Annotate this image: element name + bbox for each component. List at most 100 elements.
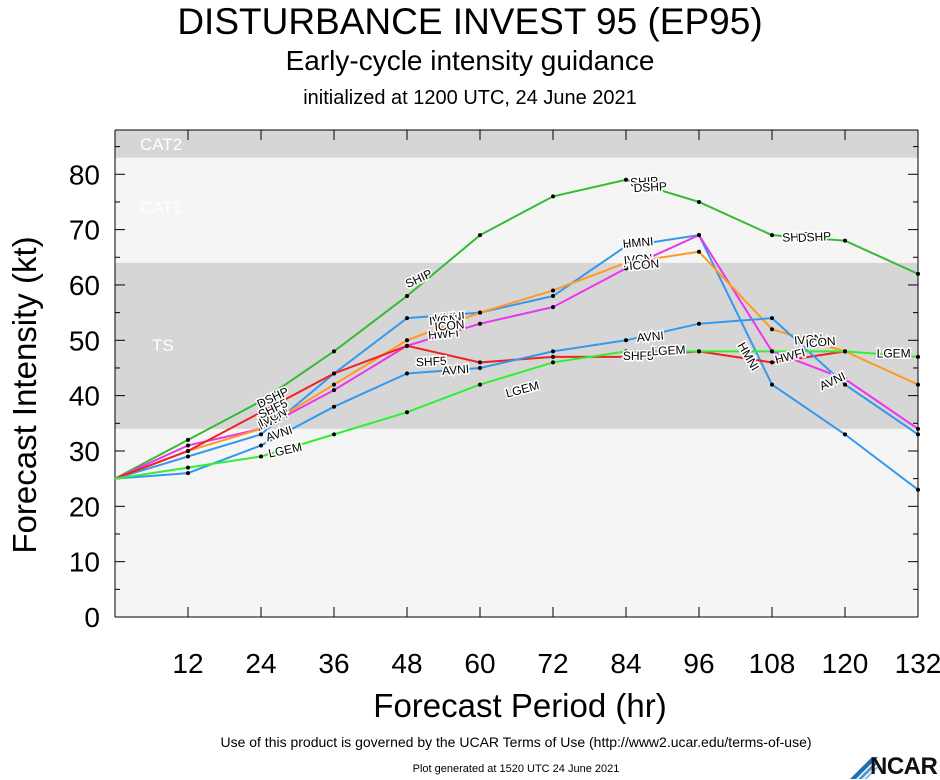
data-point-hwfi bbox=[843, 377, 847, 382]
data-point-hmni bbox=[624, 244, 628, 249]
data-point-lgem bbox=[697, 349, 701, 354]
data-point-hmni bbox=[916, 487, 920, 492]
series-label-hwfi: HWFI bbox=[428, 326, 460, 343]
data-point-shf5 bbox=[405, 343, 409, 348]
data-point-ship bbox=[405, 294, 409, 299]
x-tick-label: 24 bbox=[245, 648, 276, 679]
data-point-ship bbox=[624, 177, 628, 182]
x-axis-label: Forecast Period (hr) bbox=[373, 687, 667, 724]
data-point-lgem bbox=[405, 410, 409, 415]
x-tick-label: 12 bbox=[172, 648, 203, 679]
data-point-shf5 bbox=[259, 410, 263, 415]
data-point-ivcn bbox=[916, 382, 920, 387]
data-point-shf5 bbox=[624, 354, 628, 359]
series-label-avni: AVNI bbox=[441, 362, 469, 378]
data-point-avni bbox=[551, 349, 555, 354]
series-label-icon: ICON bbox=[805, 334, 836, 351]
series-label-hmni: HMNI bbox=[434, 309, 466, 326]
data-point-hwfi bbox=[332, 388, 336, 393]
x-tick-label: 48 bbox=[391, 648, 422, 679]
data-point-ship bbox=[332, 349, 336, 354]
terms-of-use-text: Use of this product is governed by the U… bbox=[220, 734, 812, 750]
data-point-hmni bbox=[843, 432, 847, 437]
x-tick-label: 36 bbox=[318, 648, 349, 679]
band-cat2 bbox=[115, 130, 918, 158]
data-point-hwfi bbox=[916, 426, 920, 431]
band-cat1 bbox=[115, 157, 918, 263]
x-tick-label: 84 bbox=[610, 648, 641, 679]
y-tick-label: 50 bbox=[69, 325, 100, 356]
series-label-hwfi: HWFI bbox=[622, 254, 654, 271]
y-tick-label: 70 bbox=[69, 215, 100, 246]
data-point-ivcn bbox=[259, 426, 263, 431]
series-label-ship: DSHP bbox=[798, 229, 832, 245]
data-point-ship bbox=[186, 437, 190, 442]
data-point-lgem bbox=[624, 349, 628, 354]
band-label-ts: TS bbox=[152, 336, 174, 355]
data-point-ship bbox=[843, 238, 847, 243]
data-point-hwfi bbox=[478, 321, 482, 326]
data-point-lgem bbox=[259, 454, 263, 459]
data-point-avni bbox=[624, 338, 628, 343]
chart-subtitle: Early-cycle intensity guidance bbox=[285, 45, 655, 76]
data-point-avni bbox=[770, 316, 774, 321]
data-point-lgem bbox=[843, 349, 847, 354]
series-line-ivcn bbox=[114, 250, 919, 480]
data-point-avni bbox=[843, 382, 847, 387]
data-point-ivcn bbox=[624, 260, 628, 265]
data-point-ivcn bbox=[478, 310, 482, 315]
ncar-logo-text: NCAR bbox=[870, 753, 938, 780]
x-tick-label: 96 bbox=[683, 648, 714, 679]
data-point-ship bbox=[478, 233, 482, 238]
chart-title: DISTURBANCE INVEST 95 (EP95) bbox=[177, 1, 763, 42]
band-label-cat1: CAT1 bbox=[140, 198, 182, 217]
data-point-avni bbox=[259, 443, 263, 448]
data-point-hmni bbox=[186, 454, 190, 459]
data-point-ivcn bbox=[770, 327, 774, 332]
data-point-lgem bbox=[332, 432, 336, 437]
data-point-ship bbox=[259, 399, 263, 404]
y-tick-label: 10 bbox=[69, 547, 100, 578]
data-point-lgem bbox=[916, 354, 920, 359]
y-tick-label: 30 bbox=[69, 436, 100, 467]
data-point-avni bbox=[478, 365, 482, 370]
data-point-hwfi bbox=[551, 305, 555, 310]
x-tick-label: 60 bbox=[464, 648, 495, 679]
plot-generated-text: Plot generated at 1520 UTC 24 June 2021 bbox=[412, 763, 620, 775]
x-tick-label: 132 bbox=[895, 648, 940, 679]
data-point-lgem bbox=[770, 349, 774, 354]
data-point-ivcn bbox=[697, 249, 701, 254]
data-point-ivcn bbox=[551, 288, 555, 293]
data-point-lgem bbox=[478, 382, 482, 387]
series-label-hmni: HMNI bbox=[622, 234, 654, 251]
initialization-time: initialized at 1200 UTC, 24 June 2021 bbox=[303, 87, 637, 109]
data-point-lgem bbox=[551, 360, 555, 365]
x-tick-label: 72 bbox=[537, 648, 568, 679]
series-label-shf5: SHF5 bbox=[416, 354, 448, 370]
series-label-avni: AVNI bbox=[636, 329, 664, 345]
y-tick-label: 0 bbox=[84, 602, 100, 633]
series-label-shf5: SHF5 bbox=[623, 349, 654, 363]
series-label-lgem: LGEM bbox=[877, 346, 911, 360]
data-point-avni bbox=[332, 404, 336, 409]
data-point-shf5 bbox=[478, 360, 482, 365]
series-label-lgem: LGEM bbox=[651, 343, 686, 359]
series-line-ship bbox=[114, 178, 919, 480]
data-point-avni bbox=[697, 321, 701, 326]
series-label-ivcn: IVCN bbox=[794, 331, 824, 347]
band-label-cat2: CAT2 bbox=[140, 135, 182, 154]
band-ts bbox=[115, 262, 918, 429]
data-point-avni bbox=[186, 471, 190, 476]
data-point-ship bbox=[916, 271, 920, 276]
data-point-ship bbox=[551, 194, 555, 199]
series-label-icon: ICON bbox=[434, 317, 465, 334]
series-label-ship: SHIP bbox=[782, 229, 811, 244]
series-label-ivcn: IVCN bbox=[429, 312, 459, 328]
y-axis-label: Forecast Intensity (kt) bbox=[6, 236, 43, 554]
data-point-shf5 bbox=[770, 360, 774, 365]
series-line-hmni bbox=[114, 234, 919, 491]
series-line-avni bbox=[114, 317, 919, 480]
series-label-icon: ICON bbox=[629, 256, 660, 273]
data-point-ivcn bbox=[332, 382, 336, 387]
